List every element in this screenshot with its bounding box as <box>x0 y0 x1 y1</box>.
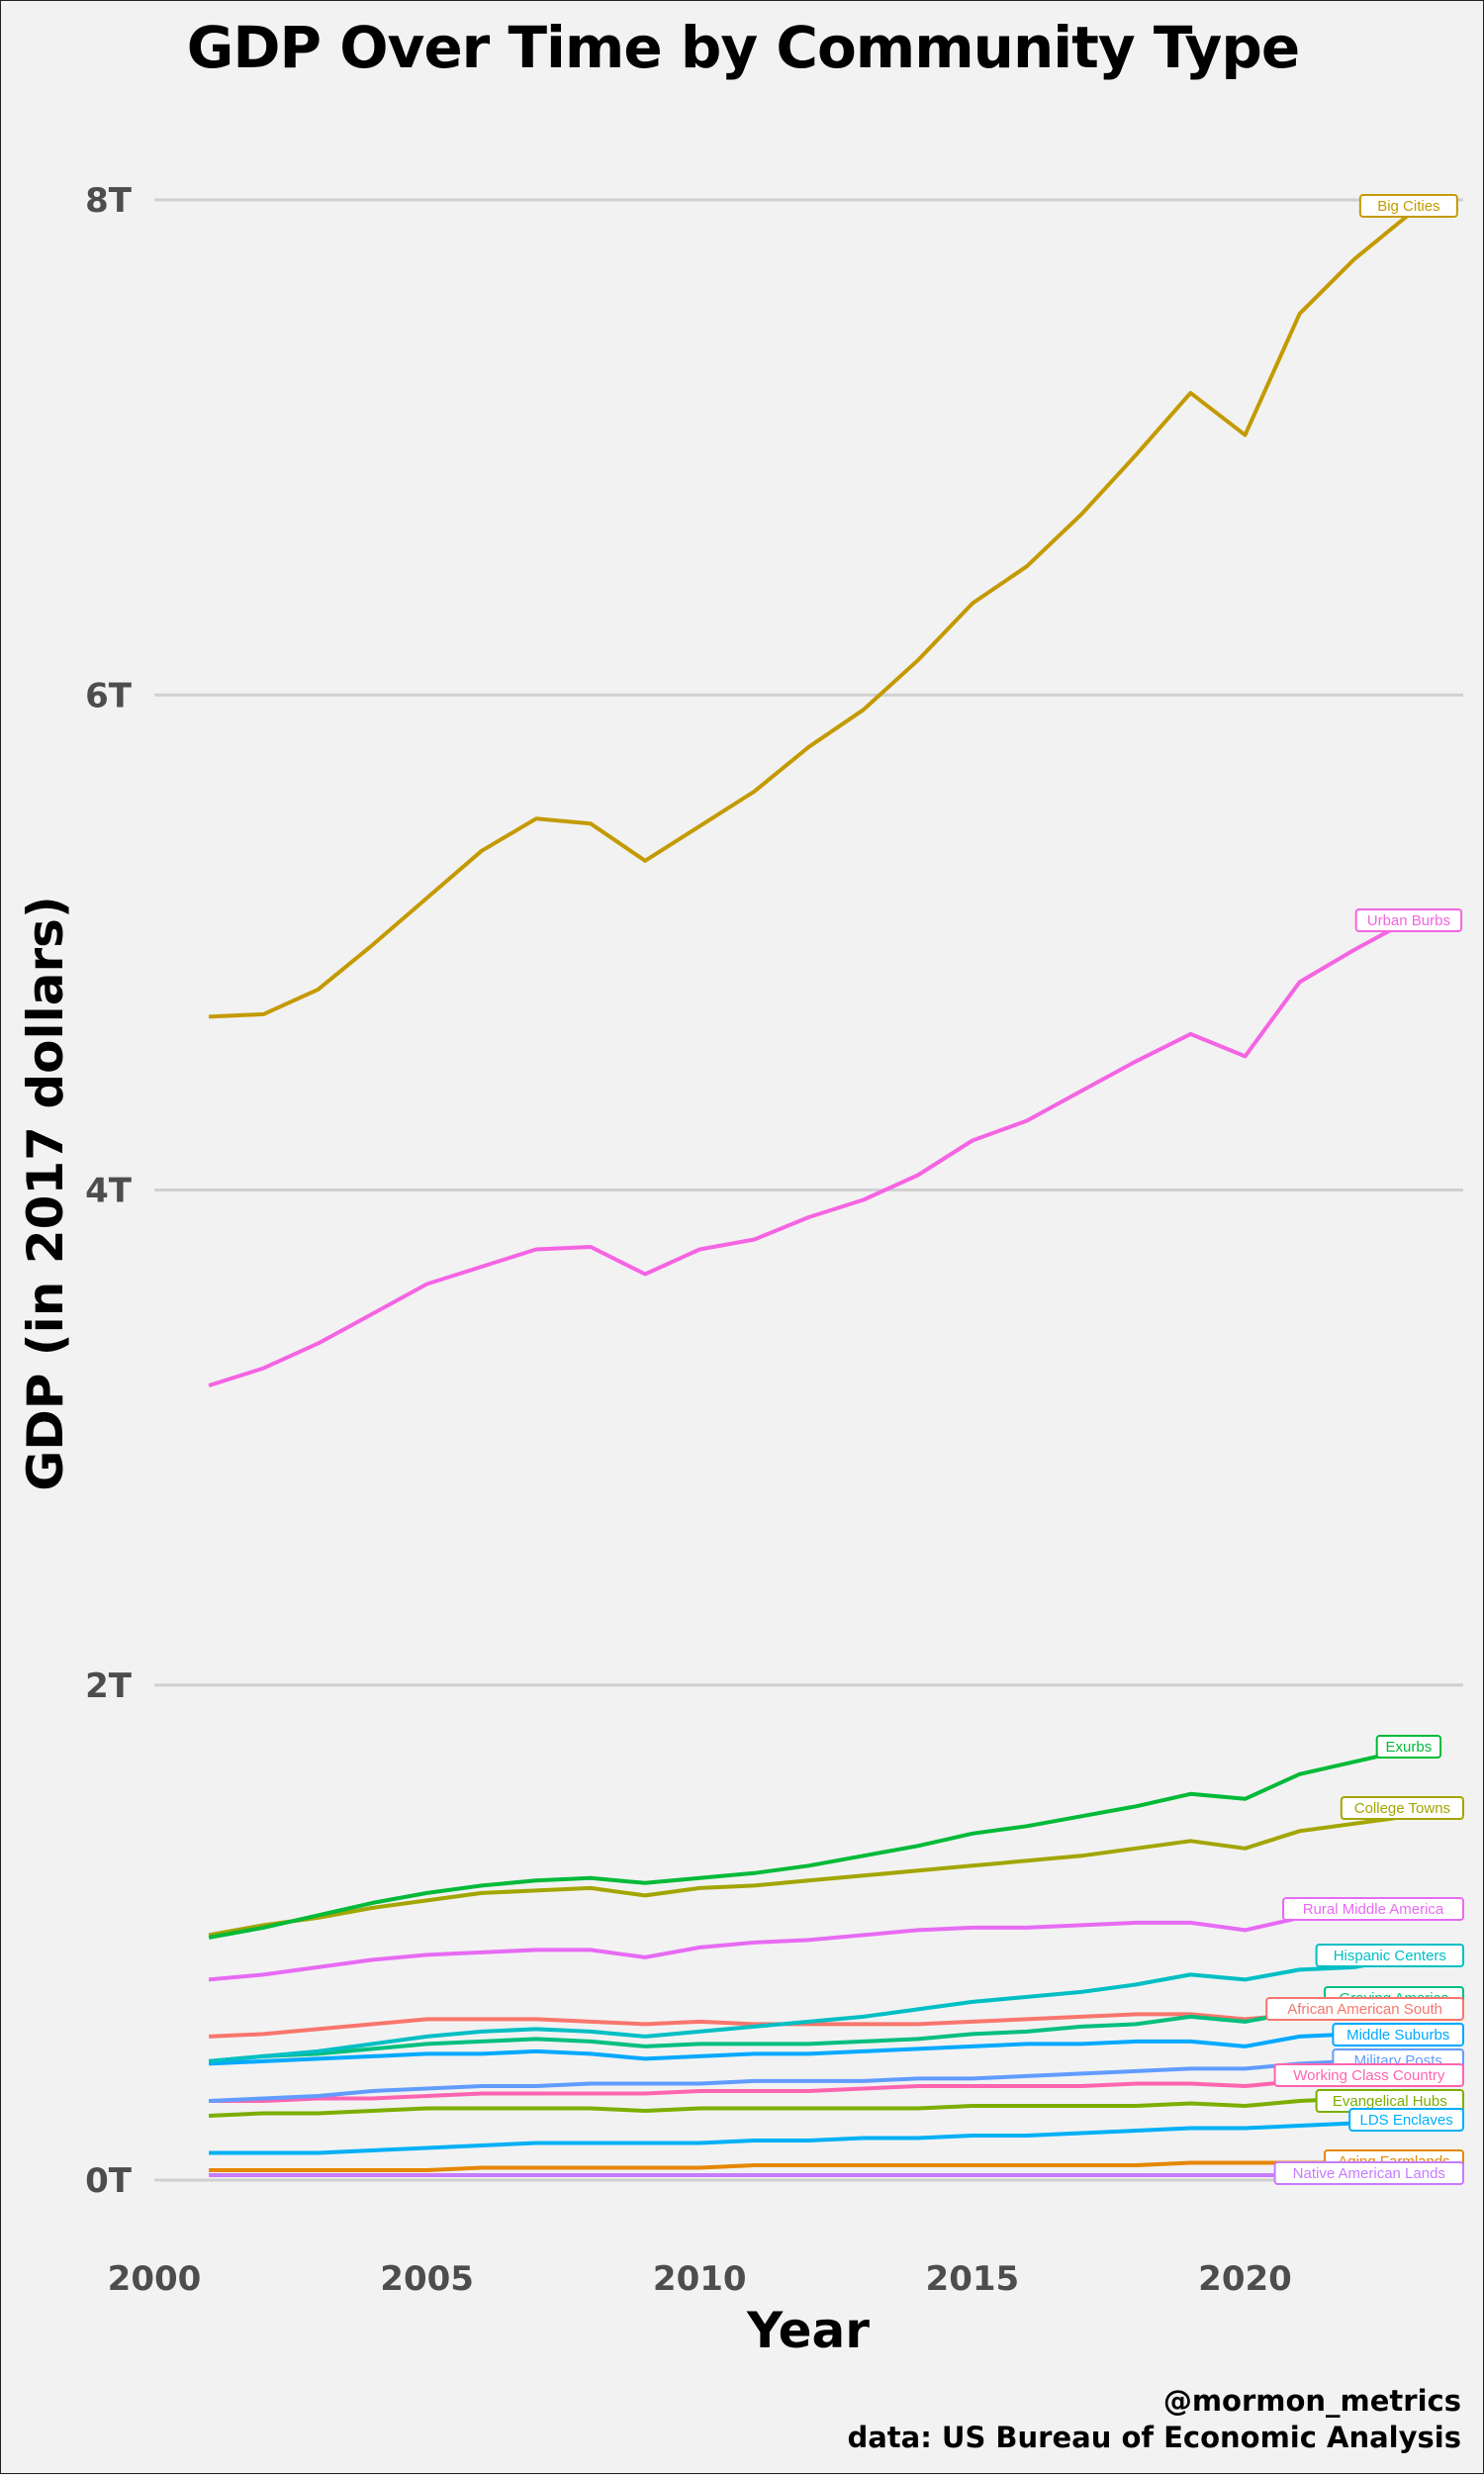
x-tick-label: 2010 <box>653 2259 747 2299</box>
series-label-text: African American South <box>1287 2001 1442 2018</box>
y-tick-label: 6T <box>85 676 133 715</box>
x-tick-label: 2020 <box>1198 2259 1292 2299</box>
series-label-text: Urban Burbs <box>1367 912 1450 929</box>
x-tick-label: 2015 <box>926 2259 1020 2299</box>
series-label-box <box>1273 2063 1464 2087</box>
series-label-box <box>1273 2161 1464 2185</box>
series-label-text: Middle Suburbs <box>1346 2027 1449 2044</box>
series-line-military-posts <box>209 2056 1409 2103</box>
series-label-box <box>1348 2108 1464 2132</box>
series-line-graying-america <box>208 1999 1410 2063</box>
series-label-box <box>1282 1897 1464 1921</box>
series-line-aging-farmlands <box>209 2160 1409 2172</box>
series-label: LDS Enclaves <box>1348 2108 1464 2132</box>
series-label-box <box>1315 1944 1464 1967</box>
y-tick-label: 0T <box>85 2161 133 2201</box>
y-tick-label: 2T <box>85 1666 133 1706</box>
series-label-box <box>1265 1997 1464 2021</box>
series-label: College Towns <box>1340 1796 1465 1820</box>
series-label-text: Big Cities <box>1377 198 1439 215</box>
series-label-box <box>1340 1796 1465 1820</box>
series-label-box <box>1332 2023 1465 2047</box>
series-line-evangelical-hubs <box>209 2094 1409 2118</box>
x-tick-label: 2005 <box>380 2259 474 2299</box>
series-label-box <box>1375 1735 1442 1759</box>
y-axis-ticks: 0T 2T 4T 6T 8T <box>85 181 133 2201</box>
series-label-text: Native American Lands <box>1293 2165 1445 2182</box>
y-tick-label: 4T <box>85 1172 133 1211</box>
series-line-lds-enclaves <box>209 2119 1409 2155</box>
series-labels: Big Cities Urban Burbs Exurbs College Towns… <box>1265 194 1465 2185</box>
series-label: African American South <box>1265 1997 1464 2021</box>
series-label: Evangelical Hubs <box>1315 2089 1464 2113</box>
y-tick-label: 8T <box>85 181 133 221</box>
series-label: Exurbs <box>1375 1735 1442 1759</box>
series-label: Rural Middle America <box>1282 1897 1464 1921</box>
series-label-text: Exurbs <box>1386 1739 1433 1756</box>
series-label-box <box>1354 908 1463 932</box>
series-label-text: College Towns <box>1354 1800 1450 1817</box>
series-label: Working Class Country <box>1273 2063 1464 2087</box>
series-lines <box>208 213 1411 2177</box>
chart-title: GDP Over Time by Community Type <box>187 14 1299 81</box>
series-label-text: Evangelical Hubs <box>1333 2093 1447 2110</box>
series-label-text: LDS Enclaves <box>1359 2112 1452 2129</box>
series-label: Native American Lands <box>1273 2161 1464 2185</box>
series-line-rural-middle-america <box>208 1905 1410 1982</box>
caption-handle: @mormon_metrics <box>1163 2384 1461 2418</box>
x-axis-ticks: 2000 2005 2010 2015 2020 <box>108 2259 1292 2299</box>
series-label-text: Hispanic Centers <box>1334 1948 1446 1964</box>
series-label-box <box>1358 194 1458 218</box>
series-line-urban-burbs <box>208 918 1410 1388</box>
series-label-text: Rural Middle America <box>1303 1901 1444 1918</box>
series-label: Middle Suburbs <box>1332 2023 1465 2047</box>
series-label: Big Cities <box>1358 194 1458 218</box>
series-line-exurbs <box>208 1747 1410 1940</box>
series-label: Urban Burbs <box>1354 908 1463 932</box>
series-line-working-class-country <box>209 2073 1409 2103</box>
x-axis-title: Year <box>746 2302 870 2359</box>
grid <box>154 198 1463 2182</box>
series-line-middle-suburbs <box>209 2029 1409 2066</box>
series-line-big-cities <box>209 213 1411 1019</box>
series-label-text: Working Class Country <box>1293 2067 1445 2084</box>
caption-source: data: US Bureau of Economic Analysis <box>847 2421 1461 2454</box>
series-line-african-american-south <box>209 2007 1409 2039</box>
series-line-hispanic-centers <box>208 1954 1410 2063</box>
series-line-college-towns <box>208 1814 1410 1938</box>
y-axis-title: GDP (in 2017 dollars) <box>17 896 74 1491</box>
x-tick-label: 2000 <box>108 2259 202 2299</box>
series-label: Hispanic Centers <box>1315 1944 1464 1967</box>
